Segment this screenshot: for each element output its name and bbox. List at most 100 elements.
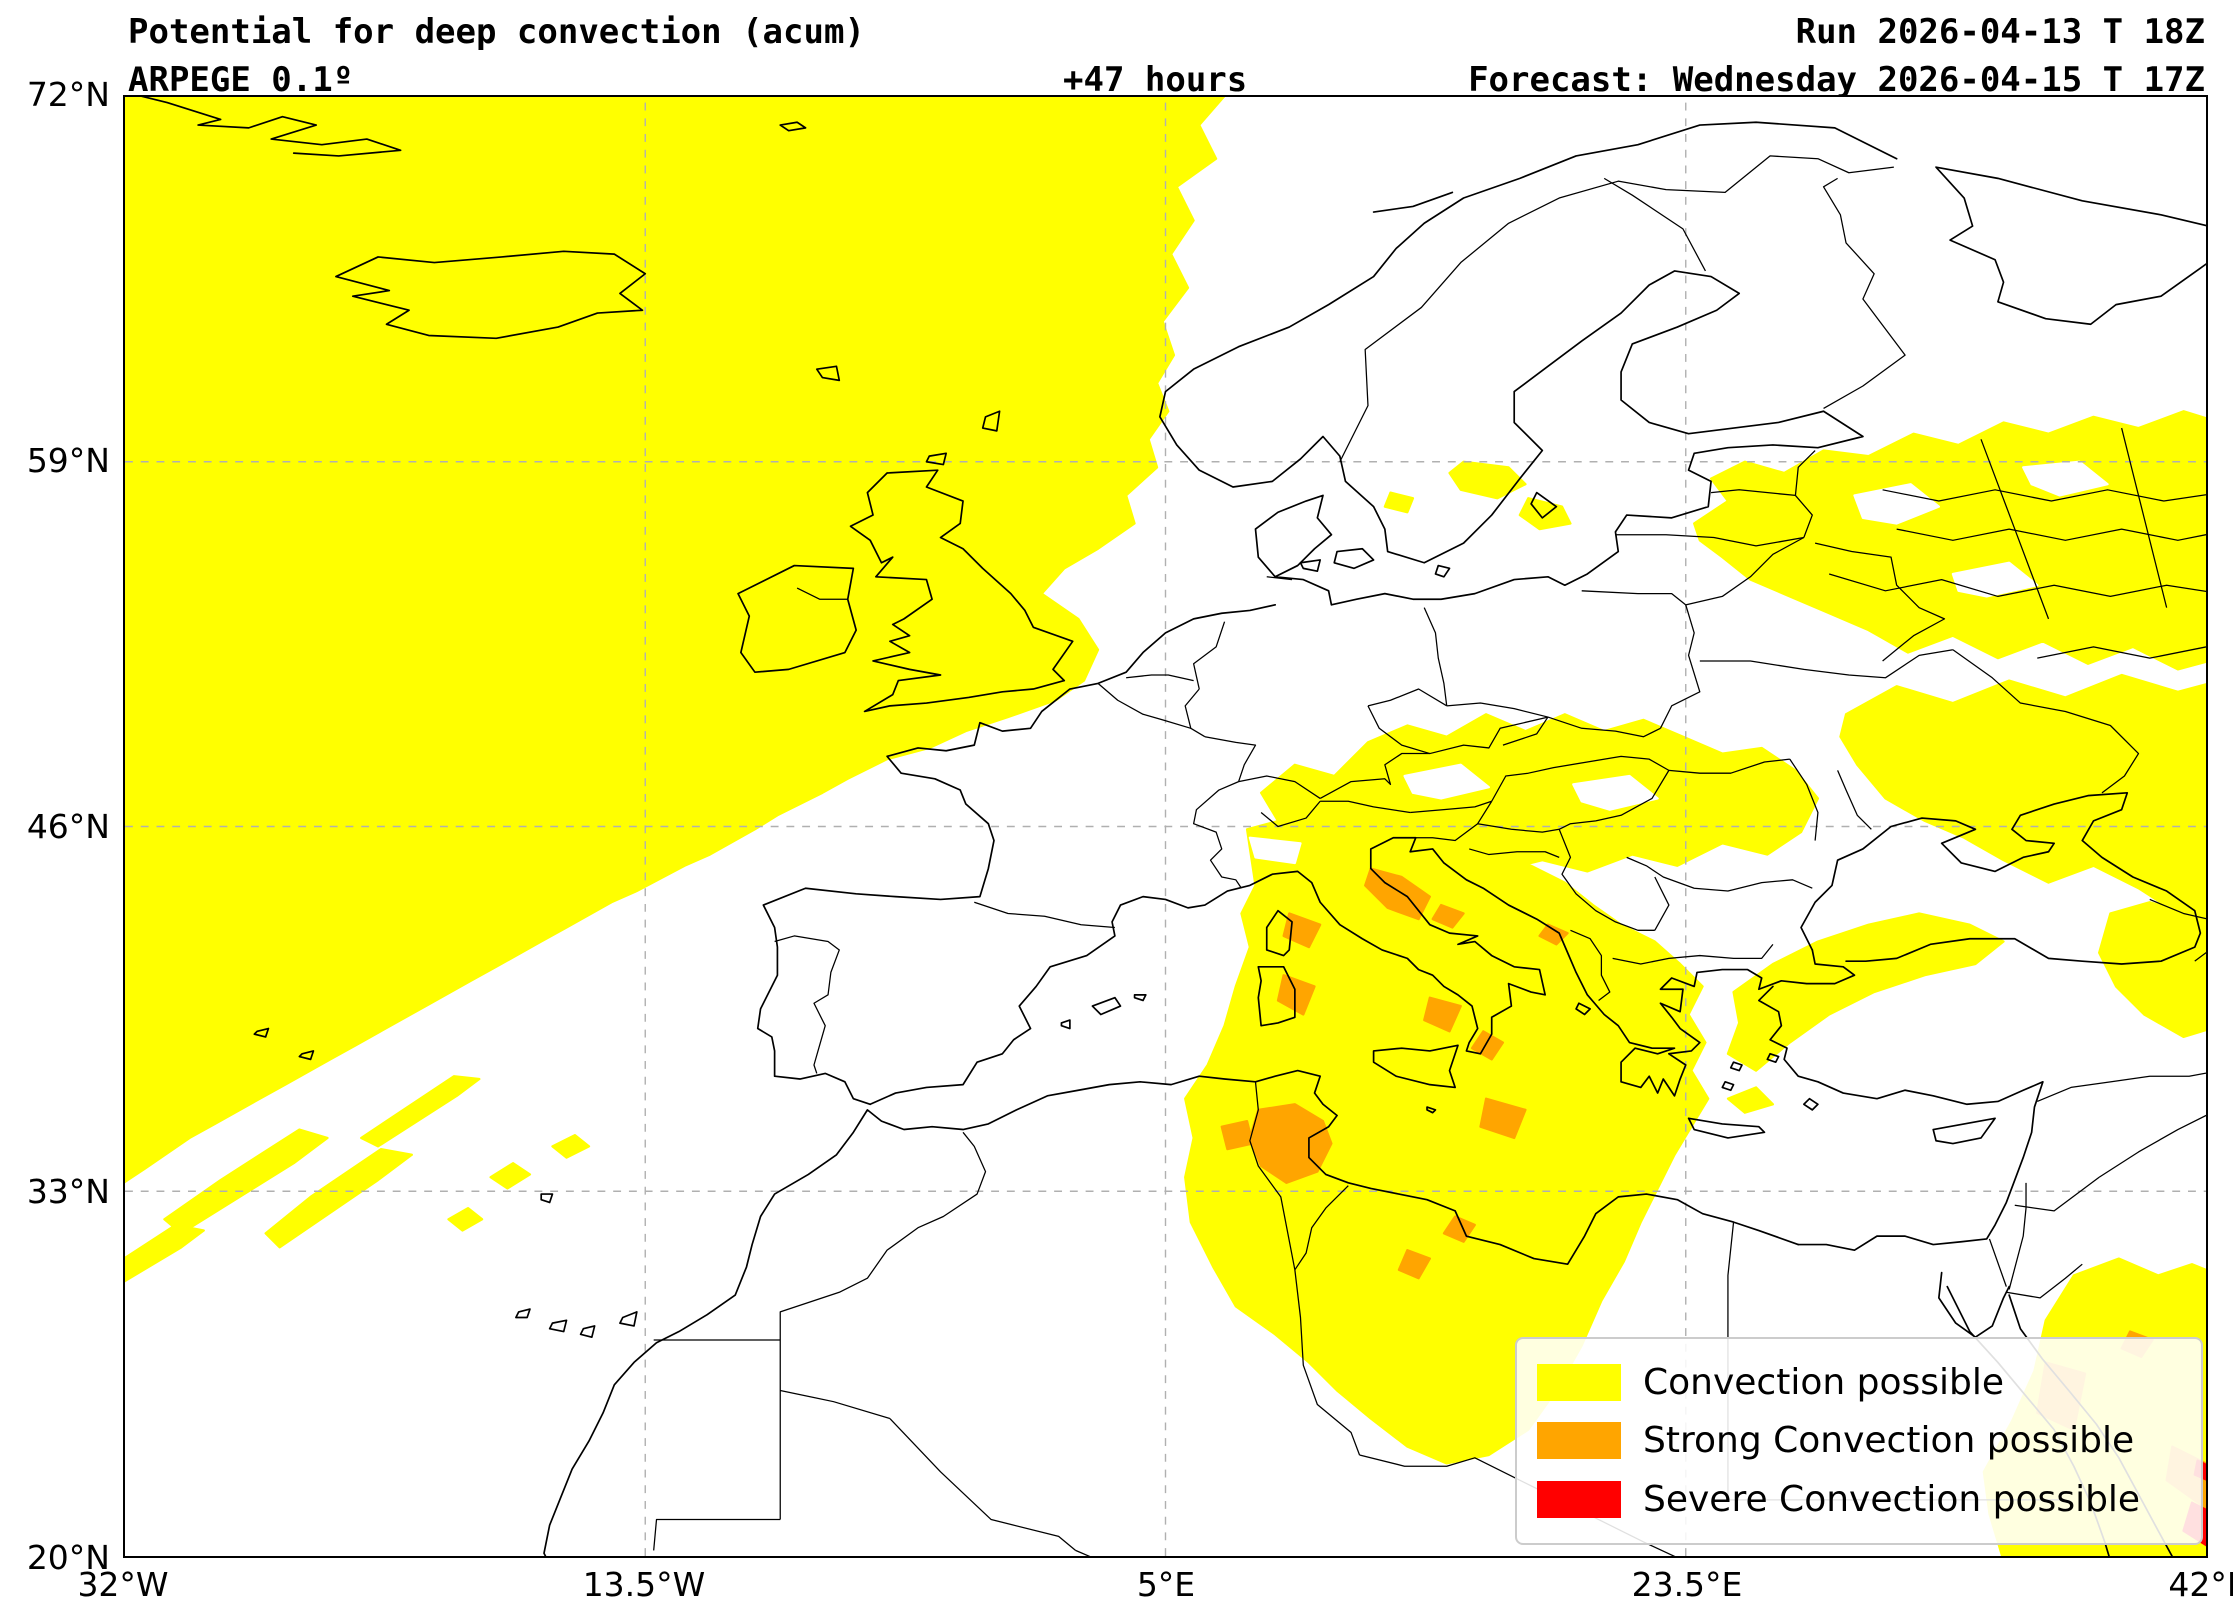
run-label: Run 2026-04-13 T 18Z (1795, 12, 2205, 52)
coastline-corfu (1575, 1002, 1591, 1016)
country-border (1685, 536, 1805, 606)
country-border (1988, 1238, 2007, 1287)
coastline-canary-island-3 (579, 1325, 596, 1338)
white-convection-area (1572, 774, 1659, 811)
country-border (1612, 943, 1774, 965)
white-convection-area (1853, 483, 1940, 525)
yellow-convection-area (360, 1075, 481, 1148)
legend-swatch-orange (1537, 1422, 1621, 1460)
yellow-convection-area (125, 1223, 205, 1283)
coastline-crete (1687, 1117, 1766, 1139)
country-border (1367, 705, 1549, 755)
orange-convection-area (1364, 867, 1431, 921)
legend-label: Severe Convection possible (1643, 1479, 2141, 1521)
yellow-convection-area (1383, 491, 1415, 514)
coastline-malta (1426, 1106, 1437, 1114)
legend-swatch-red (1537, 1481, 1621, 1519)
coastline-north-africa-coast (543, 1069, 1800, 1556)
coastline-ibiza (1060, 1019, 1071, 1030)
country-border (1410, 800, 1493, 842)
country-border (1339, 155, 1894, 463)
coastline-jan-mayen (779, 121, 807, 132)
country-border (2037, 646, 2206, 659)
country-border (1581, 590, 1687, 606)
country-border (1882, 489, 2206, 502)
lat-tick-33n: 33°N (26, 1172, 110, 1211)
coastline-scandinavia-baltic (1159, 121, 1898, 606)
map-legend: Convection possible Strong Convection po… (1515, 1337, 2203, 1545)
country-border (1837, 770, 1872, 830)
forecast-valid-label: Forecast: Wednesday 2026-04-15 T 17Z (1468, 60, 2205, 100)
orange-convection-area (1397, 1249, 1431, 1280)
coastline-azores-2 (253, 1027, 270, 1038)
forecast-map (125, 97, 2206, 1556)
country-border (1204, 736, 1257, 782)
country-border (1367, 688, 1448, 707)
yellow-convection-area (2098, 901, 2206, 1039)
country-border (1266, 576, 1293, 581)
white-convection-area (1951, 561, 2039, 598)
country-border (1184, 688, 1206, 738)
country-border (1659, 604, 1701, 729)
country-border (2149, 898, 2206, 920)
legend-swatch-yellow (1537, 1363, 1621, 1401)
coastline-madeira (540, 1193, 554, 1204)
coastline-ireland (737, 564, 858, 674)
country-border (1423, 607, 1448, 706)
lead-time-label: +47 hours (1063, 60, 1248, 100)
coastline-rhodes (1803, 1097, 1819, 1111)
orange-convection-area (1538, 923, 1569, 946)
country-border (1294, 1185, 1349, 1271)
country-border (1192, 781, 1242, 889)
country-border (2008, 1182, 2027, 1290)
yellow-convection-area (1726, 912, 2005, 1072)
legend-item-severe-convection: Severe Convection possible (1537, 1479, 2181, 1520)
country-border (1446, 702, 1661, 738)
coastline-lofoten (1372, 191, 1454, 213)
country-border (1477, 770, 1670, 833)
coastline-gotland (1530, 491, 1558, 519)
country-border (1294, 1269, 1361, 1456)
country-border (1491, 755, 1670, 802)
country-border (2014, 1176, 2100, 1212)
country-border (1249, 1081, 1296, 1270)
country-border (2194, 952, 2206, 962)
coastline-greenland-coast (141, 97, 402, 157)
lat-tick-46n: 46°N (26, 807, 110, 846)
country-border (796, 587, 848, 600)
legend-label: Strong Convection possible (1643, 1420, 2135, 1462)
country-border (1710, 489, 1796, 497)
lat-tick-59n: 59°N (26, 441, 110, 480)
yellow-convection-area (489, 1162, 532, 1190)
coastline-canary-island-2 (548, 1319, 568, 1333)
country-border (1822, 177, 1906, 409)
coastline-aegean-island-3 (1721, 1080, 1735, 1092)
country-border (2006, 1263, 2083, 1299)
country-border (1410, 800, 1492, 814)
white-convection-area (1403, 763, 1491, 800)
country-border (653, 1518, 781, 1551)
yellow-convection-area (1726, 1086, 1775, 1114)
country-border (1794, 495, 1813, 538)
yellow-convection-area (1184, 808, 1710, 1465)
country-border (774, 935, 840, 1074)
yellow-convection-area (163, 1128, 329, 1235)
lon-tick-32w: 32°W (77, 1565, 169, 1604)
country-border (1469, 848, 1560, 858)
country-border (779, 1131, 987, 1340)
coastline-orkney (925, 452, 947, 466)
orange-convection-area (1442, 1215, 1476, 1243)
country-border (2037, 1072, 2206, 1103)
coastline-cyprus (1932, 1117, 1996, 1145)
orange-convection-area (1431, 903, 1465, 929)
coastline-sinai (1938, 1271, 2010, 1338)
lon-tick-42e: 42°E (2168, 1565, 2233, 1604)
map-plot-area: Convection possible Strong Convection po… (123, 95, 2208, 1558)
country-border (1075, 1549, 1091, 1556)
country-border (1828, 573, 2206, 598)
country-border (1699, 649, 1954, 679)
lon-tick-23-5e: 23.5°E (1631, 1565, 1743, 1604)
country-border (780, 1389, 891, 1420)
orange-convection-area (1220, 1119, 1254, 1151)
